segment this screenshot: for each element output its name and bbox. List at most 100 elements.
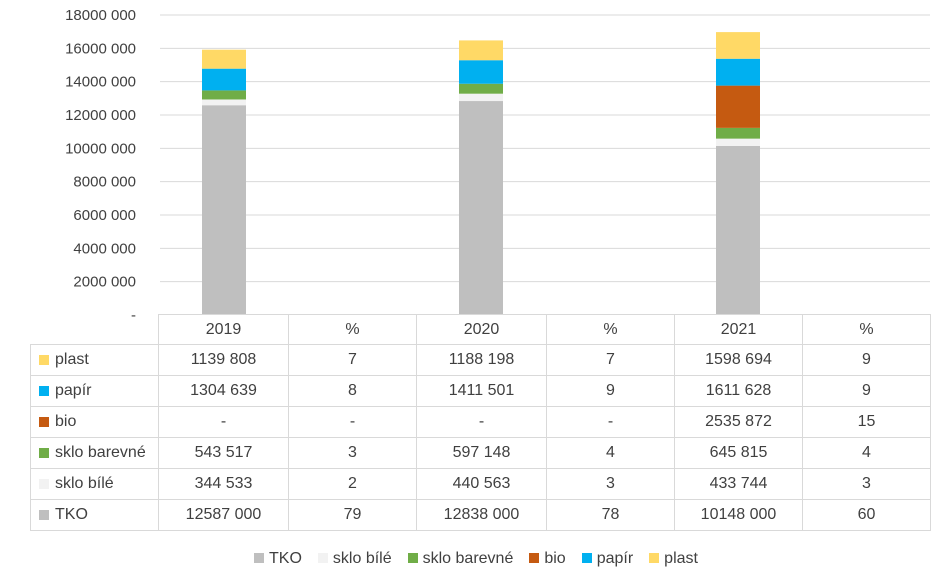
- chart-legend: TKO sklo bílé sklo barevné bio papír plast: [0, 550, 952, 568]
- table-cell: 4: [802, 437, 931, 469]
- bar-segment-papír-2021: [716, 58, 760, 86]
- table-row-label: plast: [30, 344, 159, 376]
- bar-segment-sklo-bílé-2019: [202, 99, 246, 106]
- y-tick-label: 8000 000: [73, 174, 136, 191]
- legend-label: TKO: [269, 550, 302, 567]
- table-cell: -: [416, 406, 547, 438]
- y-tick-label: 18000 000: [65, 7, 136, 24]
- table-cell: 9: [802, 375, 931, 407]
- y-tick-label: 12000 000: [65, 107, 136, 124]
- legend-label: bio: [544, 550, 566, 567]
- stacked-bar-chart: - 2000 000 4000 000 6000 000 8000 000 10000 0…: [65, 7, 930, 320]
- table-cell: 4: [546, 437, 675, 469]
- row-label-text: sklo bílé: [55, 475, 114, 492]
- table-cell: 3: [546, 468, 675, 500]
- bar-segment-papír-2020: [459, 60, 503, 84]
- table-header-cell: 2020: [416, 314, 547, 345]
- table-cell: 1139 808: [158, 344, 289, 376]
- legend-item: TKO: [254, 550, 302, 568]
- y-tick-label: 10000 000: [65, 140, 136, 157]
- table-row-label: papír: [30, 375, 159, 407]
- legend-item: papír: [581, 550, 634, 568]
- bar-segment-TKO-2021: [716, 145, 760, 315]
- legend-item: sklo bílé: [317, 550, 392, 568]
- table-row: TKO 12587 000 79 12838 000 78 10148 000 60: [30, 499, 931, 531]
- bar-segment-TKO-2019: [202, 105, 246, 315]
- legend-swatch: [39, 354, 49, 365]
- bar-segment-sklo-barevné-2020: [459, 83, 503, 94]
- bar-segment-plast-2020: [459, 40, 503, 61]
- data-table: 2019% 2020% 2021% plast 1139 808 7 1188 198 7 15…: [30, 314, 931, 531]
- table-cell: 15: [802, 406, 931, 438]
- legend-swatch: [407, 552, 418, 563]
- bar-segment-TKO-2020: [459, 101, 503, 316]
- table-header-cell: 2021: [674, 314, 803, 345]
- table-cell: 3: [802, 468, 931, 500]
- table-header-cell: %: [802, 314, 931, 345]
- y-tick-label: 16000 000: [65, 40, 136, 57]
- legend-label: sklo barevné: [422, 550, 514, 567]
- legend-label: papír: [596, 550, 634, 567]
- y-tick-label: 14000 000: [65, 74, 136, 91]
- legend-swatch: [649, 552, 660, 563]
- table-row-label: sklo barevné: [30, 437, 159, 469]
- table-cell: 1598 694: [674, 344, 803, 376]
- bar-segment-papír-2019: [202, 68, 246, 91]
- table-cell: -: [546, 406, 675, 438]
- table-header-cell: %: [546, 314, 675, 345]
- bar-segment-sklo-barevné-2021: [716, 127, 760, 139]
- table-cell: 1188 198: [416, 344, 547, 376]
- table-cell: 1304 639: [158, 375, 289, 407]
- bar-segment-sklo-barevné-2019: [202, 90, 246, 100]
- table-cell: 1611 628: [674, 375, 803, 407]
- legend-swatch: [581, 552, 592, 563]
- table-row: sklo barevné 543 517 3 597 148 4 645 815 4: [30, 437, 931, 469]
- legend-label: plast: [664, 550, 698, 567]
- table-cell: 10148 000: [674, 499, 803, 531]
- table-header-cell: 2019: [158, 314, 289, 345]
- table-cell: 12838 000: [416, 499, 547, 531]
- y-tick-label: -: [131, 307, 136, 320]
- table-row: plast 1139 808 7 1188 198 7 1598 694 9: [30, 344, 931, 376]
- table-cell: 78: [546, 499, 675, 531]
- table-cell: 1411 501: [416, 375, 547, 407]
- legend-swatch: [39, 509, 49, 520]
- legend-swatch: [254, 552, 265, 563]
- table-cell: 3: [288, 437, 417, 469]
- legend-swatch: [39, 416, 49, 427]
- table-row-label: TKO: [30, 499, 159, 531]
- table-cell: 543 517: [158, 437, 289, 469]
- table-row: sklo bílé 344 533 2 440 563 3 433 744 3: [30, 468, 931, 500]
- table-row-label: sklo bílé: [30, 468, 159, 500]
- table-cell: -: [158, 406, 289, 438]
- legend-swatch: [317, 552, 328, 563]
- legend-swatch: [39, 385, 49, 396]
- table-cell: 12587 000: [158, 499, 289, 531]
- table-header-row: 2019% 2020% 2021%: [30, 314, 931, 345]
- bar-segment-bio-2021: [716, 85, 760, 128]
- table-cell: 9: [546, 375, 675, 407]
- table-cell: 597 148: [416, 437, 547, 469]
- legend-item: sklo barevné: [407, 550, 514, 568]
- table-cell: 344 533: [158, 468, 289, 500]
- row-label-text: plast: [55, 351, 89, 368]
- legend-swatch: [39, 447, 49, 458]
- table-cell: 2535 872: [674, 406, 803, 438]
- legend-swatch: [39, 478, 49, 489]
- table-cell: 9: [802, 344, 931, 376]
- table-cell: -: [288, 406, 417, 438]
- table-cell: 79: [288, 499, 417, 531]
- row-label-text: papír: [55, 382, 92, 399]
- legend-swatch: [529, 552, 540, 563]
- bar-segment-sklo-bílé-2021: [716, 138, 760, 146]
- row-label-text: sklo barevné: [55, 444, 146, 461]
- table-row: papír 1304 639 8 1411 501 9 1611 628 9: [30, 375, 931, 407]
- table-cell: 645 815: [674, 437, 803, 469]
- table-cell: 7: [288, 344, 417, 376]
- table-cell: 8: [288, 375, 417, 407]
- bar-segment-sklo-bílé-2020: [459, 93, 503, 102]
- table-row-label: bio: [30, 406, 159, 438]
- y-tick-label: 4000 000: [73, 240, 136, 257]
- bar-segment-plast-2019: [202, 49, 246, 69]
- legend-item: plast: [649, 550, 698, 568]
